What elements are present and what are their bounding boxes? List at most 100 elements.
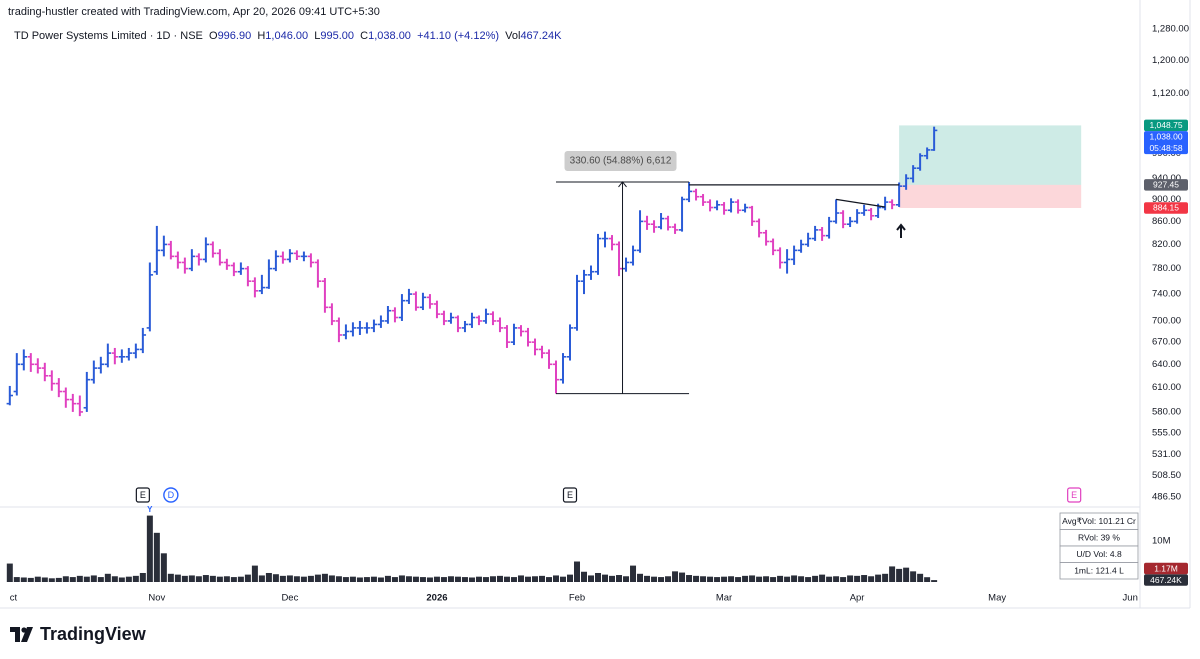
- volume-bar: [62, 576, 69, 582]
- volume-bar: [658, 577, 665, 582]
- volume-bar: [279, 575, 286, 582]
- volume-bar: [300, 576, 307, 582]
- y-tick-label: 670.00: [1152, 337, 1181, 348]
- volume-bar: [286, 575, 293, 582]
- x-tick-label: 2026: [426, 593, 447, 604]
- target-zone: [899, 125, 1082, 185]
- volume-bar: [707, 576, 714, 582]
- price-label-bg: [1144, 179, 1188, 191]
- volume-bar: [223, 576, 230, 582]
- volume-bar: [202, 575, 209, 582]
- x-tick-label: Jun: [1123, 593, 1138, 604]
- countdown-label: 05:48:58: [1149, 143, 1182, 153]
- volume-bar: [104, 573, 111, 582]
- volume-bar: [672, 571, 679, 582]
- volume-bar: [90, 575, 97, 582]
- volume-bar: [426, 577, 433, 582]
- price-label: 1,038.00: [1149, 132, 1182, 142]
- volume-bar: [524, 576, 531, 582]
- ohlc-key: O: [209, 30, 218, 42]
- y-tick-label: 555.00: [1152, 428, 1181, 439]
- price-label-bg: [1144, 131, 1188, 155]
- volume-bar: [111, 576, 118, 582]
- x-tick-label: Feb: [569, 593, 585, 604]
- volume-bar: [342, 577, 349, 582]
- y-tick-label: 740.00: [1152, 289, 1181, 300]
- volume-bar: [756, 576, 763, 582]
- trend-line: [835, 198, 886, 208]
- volume-bar: [805, 577, 812, 582]
- volume-bar: [630, 565, 637, 582]
- y-tick-label: 780.00: [1152, 263, 1181, 274]
- legend-row: TD Power Systems Limited · 1D · NSE O996…: [14, 30, 561, 42]
- volume-bar: [679, 572, 686, 582]
- volume-bar: [784, 576, 791, 582]
- volume-bar: [258, 575, 265, 582]
- volume-bar: [356, 577, 363, 582]
- volume-bar: [321, 573, 328, 582]
- volume-bar: [216, 576, 223, 582]
- volume-bar: [833, 576, 840, 582]
- volume-bar: [889, 566, 896, 582]
- event-icon: [135, 487, 150, 503]
- volume-bar: [721, 576, 728, 582]
- volume-bar: [602, 574, 609, 582]
- volume-bar: [398, 575, 405, 582]
- measure-arrow: [618, 181, 627, 188]
- volume-bar: [13, 577, 20, 582]
- y-tick-label: 640.00: [1152, 359, 1181, 370]
- volume-bar: [251, 565, 258, 582]
- volume-bar: [363, 577, 370, 582]
- change: +41.10 (+4.12%): [417, 30, 500, 42]
- volume-bar: [272, 574, 279, 582]
- volume-bar: [419, 577, 426, 582]
- volume-bar: [230, 577, 237, 582]
- volume-bar: [545, 577, 552, 582]
- event-icon: [1067, 487, 1082, 503]
- volume-bar: [468, 577, 475, 582]
- ohlc-value: 995.00: [320, 30, 355, 42]
- volume-bar: [861, 575, 868, 582]
- volume-bar: [461, 577, 468, 582]
- volume-bar: [146, 515, 153, 582]
- volume-bar: [391, 577, 398, 582]
- volume-bar: [728, 576, 735, 582]
- info-text: RVol: 39 %: [1078, 532, 1120, 542]
- volume-bar: [910, 571, 917, 582]
- volume-bar: [686, 575, 693, 582]
- volume-bar: [6, 563, 13, 582]
- price-label: 884.15: [1153, 203, 1179, 213]
- volume-bar: [27, 577, 34, 582]
- volume-bar: [34, 576, 41, 582]
- volume-bar: [384, 575, 391, 582]
- volume-bar: [854, 575, 861, 582]
- volume-bar: [440, 577, 447, 582]
- footer-brand: TradingView: [40, 624, 147, 644]
- volume-bar: [20, 577, 27, 582]
- volume-bar: [595, 572, 602, 582]
- volume-bar: [349, 576, 356, 582]
- stop-zone: [899, 184, 1082, 208]
- price-label: 927.45: [1153, 180, 1179, 190]
- volume-bar: [567, 574, 573, 582]
- volume-bar: [174, 574, 181, 582]
- y-tick-label: 700.00: [1152, 315, 1181, 326]
- event-icon: [163, 487, 179, 503]
- volume-bar: [798, 576, 805, 582]
- y-tick-label: 531.00: [1152, 449, 1181, 460]
- volume-bar: [475, 576, 482, 582]
- volume-bar: [405, 576, 412, 582]
- event-label: D: [168, 490, 175, 500]
- volume-bar: [770, 577, 777, 582]
- price-label: 1.17M: [1154, 563, 1178, 573]
- ohlc-value: 996.90: [217, 30, 252, 42]
- volume-bar: [454, 576, 461, 582]
- price-label-bg: [1144, 119, 1188, 132]
- x-tick-label: Mar: [716, 593, 732, 604]
- event-icon: [562, 487, 578, 503]
- volume-bar: [482, 577, 489, 582]
- info-text: 1mL: 121.4 L: [1074, 565, 1124, 575]
- ohlc-key: H: [257, 30, 266, 42]
